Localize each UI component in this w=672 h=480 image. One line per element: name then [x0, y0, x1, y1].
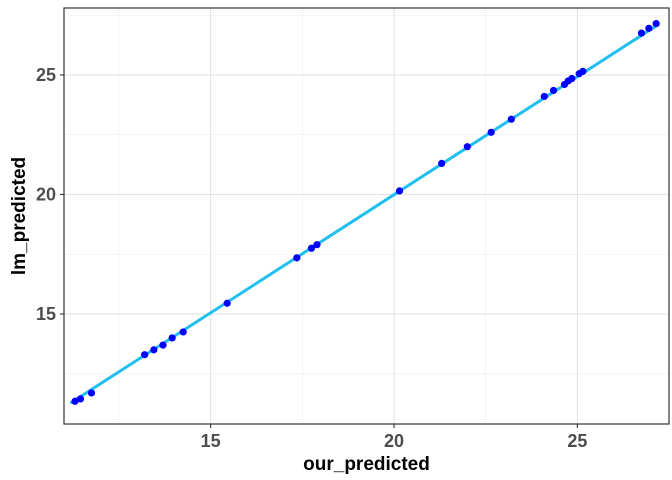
y-tick-label: 25 — [36, 65, 56, 85]
data-point — [168, 334, 176, 342]
data-point — [438, 159, 446, 168]
data-point — [395, 187, 404, 195]
data-point — [141, 351, 149, 359]
x-axis-title: our_predicted — [303, 454, 430, 475]
axis-layer: 15 20 25 15 20 25 — [36, 65, 587, 451]
x-tick-label: 20 — [384, 431, 404, 451]
x-tick-label: 25 — [567, 431, 587, 451]
data-point — [549, 86, 558, 95]
data-point — [87, 389, 96, 397]
x-tick-label: 15 — [201, 431, 221, 451]
data-point — [313, 241, 321, 249]
data-point — [150, 346, 158, 354]
data-point — [223, 299, 231, 307]
data-point — [307, 244, 316, 252]
data-point — [637, 29, 646, 37]
y-tick-label: 15 — [36, 304, 56, 324]
data-point — [507, 115, 515, 123]
y-axis-title: lm_predicted — [9, 157, 30, 275]
data-point — [487, 128, 495, 136]
y-tick-label: 20 — [36, 184, 56, 204]
data-point — [645, 24, 653, 32]
data-point — [568, 74, 576, 83]
data-point — [540, 92, 548, 101]
points-layer — [71, 19, 660, 405]
data-point — [71, 397, 79, 405]
data-point — [179, 328, 187, 336]
plot-panel-border — [63, 7, 670, 425]
data-point — [652, 19, 660, 28]
data-point — [463, 143, 471, 151]
data-point — [579, 67, 587, 75]
data-point — [76, 395, 85, 403]
data-point — [159, 341, 167, 349]
data-point — [293, 254, 301, 262]
